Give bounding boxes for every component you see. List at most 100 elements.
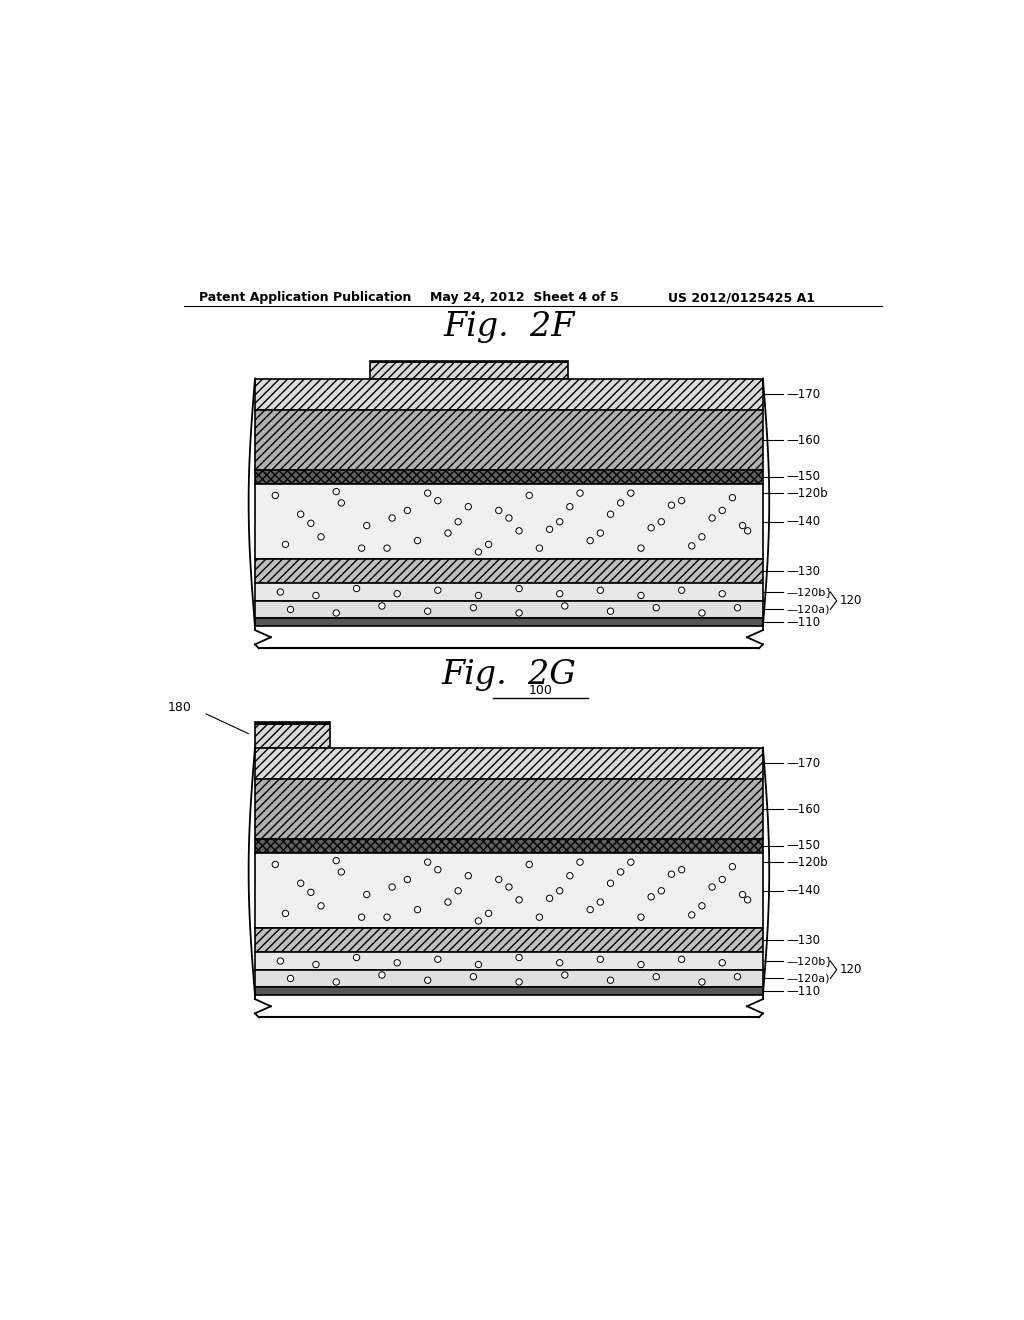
Circle shape: [379, 972, 385, 978]
Circle shape: [465, 503, 471, 510]
Bar: [255, 470, 763, 484]
Circle shape: [516, 954, 522, 961]
Circle shape: [307, 890, 314, 895]
Circle shape: [283, 541, 289, 548]
Circle shape: [557, 887, 563, 894]
Bar: [370, 362, 568, 379]
Circle shape: [444, 529, 452, 536]
Circle shape: [353, 585, 359, 591]
Circle shape: [547, 895, 553, 902]
Circle shape: [734, 974, 740, 979]
Circle shape: [317, 903, 325, 909]
Circle shape: [470, 974, 476, 979]
Circle shape: [516, 610, 522, 616]
Text: 120: 120: [840, 594, 862, 607]
Circle shape: [404, 507, 411, 513]
Text: 100: 100: [528, 684, 553, 697]
Circle shape: [278, 589, 284, 595]
Bar: [255, 952, 763, 970]
Text: —120a): —120a): [786, 973, 830, 983]
Circle shape: [516, 585, 522, 591]
Circle shape: [648, 894, 654, 900]
Circle shape: [496, 876, 502, 883]
Circle shape: [698, 979, 706, 985]
Circle shape: [739, 891, 745, 898]
Text: —120b: —120b: [786, 487, 828, 499]
Circle shape: [653, 605, 659, 611]
Bar: [255, 601, 763, 618]
Circle shape: [338, 500, 344, 506]
Circle shape: [425, 490, 431, 496]
Text: May 24, 2012  Sheet 4 of 5: May 24, 2012 Sheet 4 of 5: [430, 292, 618, 304]
Circle shape: [455, 887, 461, 894]
Circle shape: [719, 590, 725, 597]
Circle shape: [648, 524, 654, 531]
Circle shape: [698, 533, 706, 540]
Circle shape: [597, 529, 603, 536]
Circle shape: [744, 896, 751, 903]
Circle shape: [577, 490, 584, 496]
Text: Patent Application Publication: Patent Application Publication: [200, 292, 412, 304]
Circle shape: [653, 974, 659, 979]
Circle shape: [353, 954, 359, 961]
Text: —160: —160: [786, 803, 821, 816]
Bar: [255, 928, 763, 952]
Circle shape: [526, 492, 532, 499]
Circle shape: [475, 593, 481, 599]
Text: —170: —170: [786, 388, 821, 401]
Circle shape: [317, 533, 325, 540]
Circle shape: [537, 913, 543, 920]
Text: —120b}: —120b}: [786, 956, 834, 966]
Circle shape: [679, 866, 685, 873]
Circle shape: [577, 859, 584, 866]
Bar: [255, 484, 763, 560]
Circle shape: [455, 519, 461, 525]
Text: —110: —110: [786, 985, 821, 998]
Circle shape: [557, 590, 563, 597]
Circle shape: [404, 876, 411, 883]
Circle shape: [516, 979, 522, 985]
Circle shape: [415, 537, 421, 544]
Circle shape: [307, 520, 314, 527]
Circle shape: [364, 523, 370, 529]
Circle shape: [358, 545, 365, 552]
Circle shape: [333, 610, 339, 616]
Circle shape: [312, 961, 319, 968]
Circle shape: [379, 603, 385, 609]
Text: —130: —130: [786, 565, 820, 578]
Text: Fig.  2F: Fig. 2F: [443, 312, 574, 343]
Circle shape: [415, 907, 421, 913]
Circle shape: [698, 903, 706, 909]
Circle shape: [278, 958, 284, 964]
Circle shape: [358, 913, 365, 920]
Circle shape: [587, 907, 593, 913]
Circle shape: [597, 956, 603, 962]
Circle shape: [364, 891, 370, 898]
Circle shape: [506, 515, 512, 521]
Circle shape: [739, 523, 745, 529]
Circle shape: [698, 610, 706, 616]
Circle shape: [658, 519, 665, 525]
Circle shape: [516, 896, 522, 903]
Circle shape: [333, 979, 339, 985]
Circle shape: [607, 511, 613, 517]
Circle shape: [425, 609, 431, 614]
Circle shape: [465, 873, 471, 879]
Circle shape: [719, 960, 725, 966]
Circle shape: [333, 488, 339, 495]
Circle shape: [597, 899, 603, 906]
Circle shape: [628, 490, 634, 496]
Circle shape: [485, 541, 492, 548]
Circle shape: [496, 507, 502, 513]
Circle shape: [516, 528, 522, 535]
Text: 180: 180: [168, 701, 191, 714]
Text: 120: 120: [840, 964, 862, 977]
Circle shape: [434, 498, 441, 504]
Circle shape: [617, 500, 624, 506]
Circle shape: [734, 605, 740, 611]
Bar: [255, 411, 763, 470]
Circle shape: [389, 884, 395, 890]
Circle shape: [475, 961, 481, 968]
Text: —140: —140: [786, 884, 821, 898]
Circle shape: [434, 956, 441, 962]
